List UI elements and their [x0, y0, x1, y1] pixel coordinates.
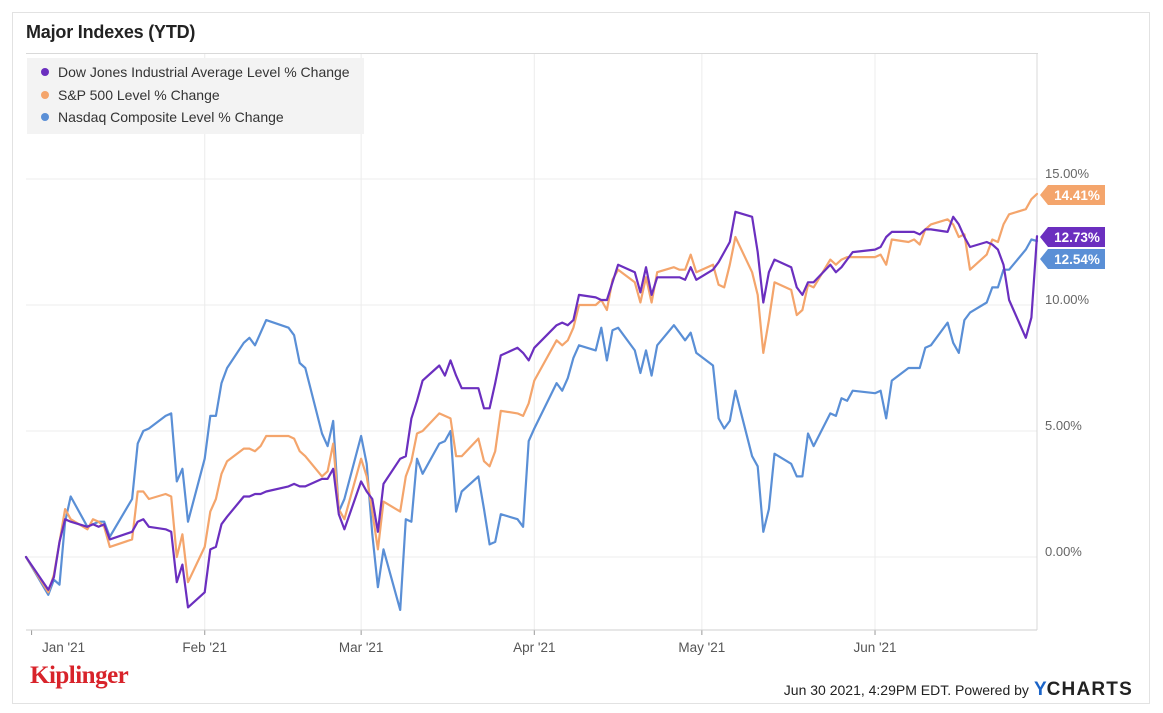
end-value-label-sp500: 14.41% [1054, 188, 1100, 203]
y-tick-label: 15.00% [1045, 166, 1090, 181]
legend-label-nasdaq: Nasdaq Composite Level % Change [58, 109, 284, 125]
legend: Dow Jones Industrial Average Level % Cha… [27, 58, 364, 134]
x-tick-label: Apr '21 [513, 640, 555, 655]
series-line-nasdaq [24, 238, 1039, 611]
legend-item-nasdaq[interactable]: Nasdaq Composite Level % Change [41, 109, 284, 125]
x-tick-label: Mar '21 [339, 640, 384, 655]
legend-item-dow[interactable]: Dow Jones Industrial Average Level % Cha… [41, 64, 350, 80]
footer: Jun 30 2021, 4:29PM EDT. Powered by Y CHAR… [784, 679, 1133, 701]
legend-item-sp500[interactable]: S&P 500 Level % Change [41, 87, 220, 103]
ycharts-logo-y: Y [1033, 679, 1047, 700]
y-tick-label: 10.00% [1045, 292, 1090, 307]
x-tick-label: Jun '21 [853, 640, 896, 655]
series-line-sp500 [24, 192, 1039, 594]
y-tick-label: 0.00% [1045, 544, 1082, 559]
end-value-label-nasdaq: 12.54% [1054, 252, 1100, 267]
legend-label-dow: Dow Jones Industrial Average Level % Cha… [58, 64, 350, 80]
legend-swatch-dow [41, 68, 49, 76]
legend-swatch-sp500 [41, 91, 49, 99]
legend-label-sp500: S&P 500 Level % Change [58, 87, 220, 103]
ycharts-logo-text: CHARTS [1046, 679, 1133, 700]
series-line-dow [24, 210, 1039, 609]
end-label-tag-dow [1040, 227, 1105, 247]
kiplinger-logo: Kiplinger [30, 662, 129, 689]
footer-powered-by: Powered by [955, 682, 1029, 698]
legend-swatch-nasdaq [41, 113, 49, 121]
x-tick-label: Feb '21 [182, 640, 227, 655]
end-label-tag-nasdaq [1040, 249, 1105, 269]
footer-timestamp: Jun 30 2021, 4:29PM EDT. [783, 682, 952, 698]
end-value-label-dow: 12.73% [1054, 230, 1100, 245]
x-tick-label: Jan '21 [42, 640, 85, 655]
chart-title: Major Indexes (YTD) [26, 22, 196, 42]
x-tick-label: May '21 [678, 640, 725, 655]
title-divider [26, 53, 1038, 54]
end-label-tag-sp500 [1040, 185, 1105, 205]
y-tick-label: 5.00% [1045, 418, 1082, 433]
